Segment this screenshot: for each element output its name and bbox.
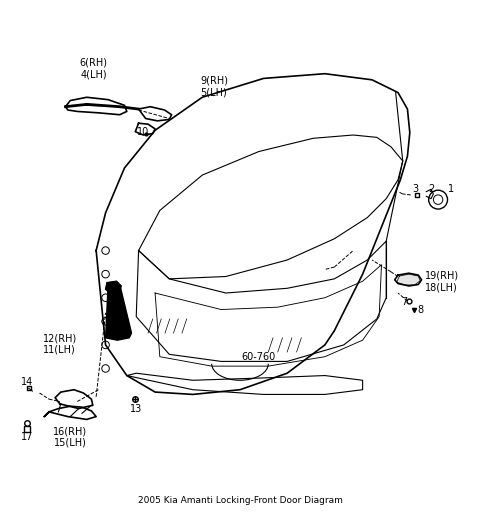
Text: 12(RH)
11(LH): 12(RH) 11(LH) [43, 333, 77, 355]
Text: 10: 10 [137, 127, 149, 137]
Text: 60-760: 60-760 [242, 352, 276, 362]
Text: 13: 13 [130, 404, 143, 414]
Text: 19(RH)
18(LH): 19(RH) 18(LH) [425, 270, 459, 292]
Text: 3: 3 [412, 184, 418, 194]
Text: 7: 7 [401, 296, 408, 306]
Text: 2005 Kia Amanti Locking-Front Door Diagram: 2005 Kia Amanti Locking-Front Door Diagr… [138, 496, 342, 505]
Text: 2: 2 [429, 184, 435, 194]
Text: 14: 14 [21, 378, 33, 387]
Polygon shape [396, 274, 420, 285]
Text: 1: 1 [447, 184, 454, 194]
Text: 16(RH)
15(LH): 16(RH) 15(LH) [53, 426, 87, 448]
Text: 8: 8 [417, 305, 423, 315]
Text: 9(RH)
5(LH): 9(RH) 5(LH) [200, 76, 228, 97]
Text: 17: 17 [21, 432, 33, 442]
Polygon shape [106, 284, 132, 340]
Text: 6(RH)
4(LH): 6(RH) 4(LH) [80, 58, 108, 80]
Polygon shape [106, 281, 121, 294]
